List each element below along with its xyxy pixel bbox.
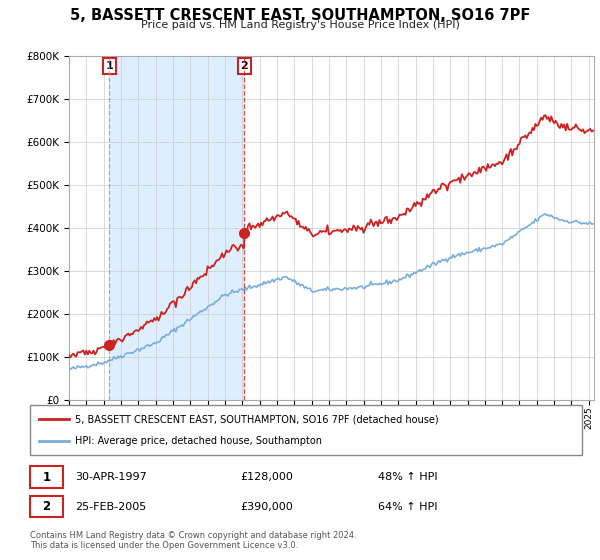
Text: 5, BASSETT CRESCENT EAST, SOUTHAMPTON, SO16 7PF (detached house): 5, BASSETT CRESCENT EAST, SOUTHAMPTON, S… <box>75 414 439 424</box>
Text: 5, BASSETT CRESCENT EAST, SOUTHAMPTON, SO16 7PF: 5, BASSETT CRESCENT EAST, SOUTHAMPTON, S… <box>70 8 530 24</box>
Text: 1: 1 <box>43 470 50 484</box>
Text: Contains HM Land Registry data © Crown copyright and database right 2024.
This d: Contains HM Land Registry data © Crown c… <box>30 531 356 550</box>
Text: 2: 2 <box>241 61 248 71</box>
Text: Price paid vs. HM Land Registry's House Price Index (HPI): Price paid vs. HM Land Registry's House … <box>140 20 460 30</box>
Text: 25-FEB-2005: 25-FEB-2005 <box>75 502 146 512</box>
Text: £128,000: £128,000 <box>240 472 293 482</box>
Text: HPI: Average price, detached house, Southampton: HPI: Average price, detached house, Sout… <box>75 436 322 446</box>
Text: £390,000: £390,000 <box>240 502 293 512</box>
Text: 1: 1 <box>106 61 113 71</box>
Text: 2: 2 <box>43 500 50 514</box>
Text: 48% ↑ HPI: 48% ↑ HPI <box>378 472 437 482</box>
Text: 64% ↑ HPI: 64% ↑ HPI <box>378 502 437 512</box>
Text: 30-APR-1997: 30-APR-1997 <box>75 472 147 482</box>
Bar <box>109 56 244 400</box>
